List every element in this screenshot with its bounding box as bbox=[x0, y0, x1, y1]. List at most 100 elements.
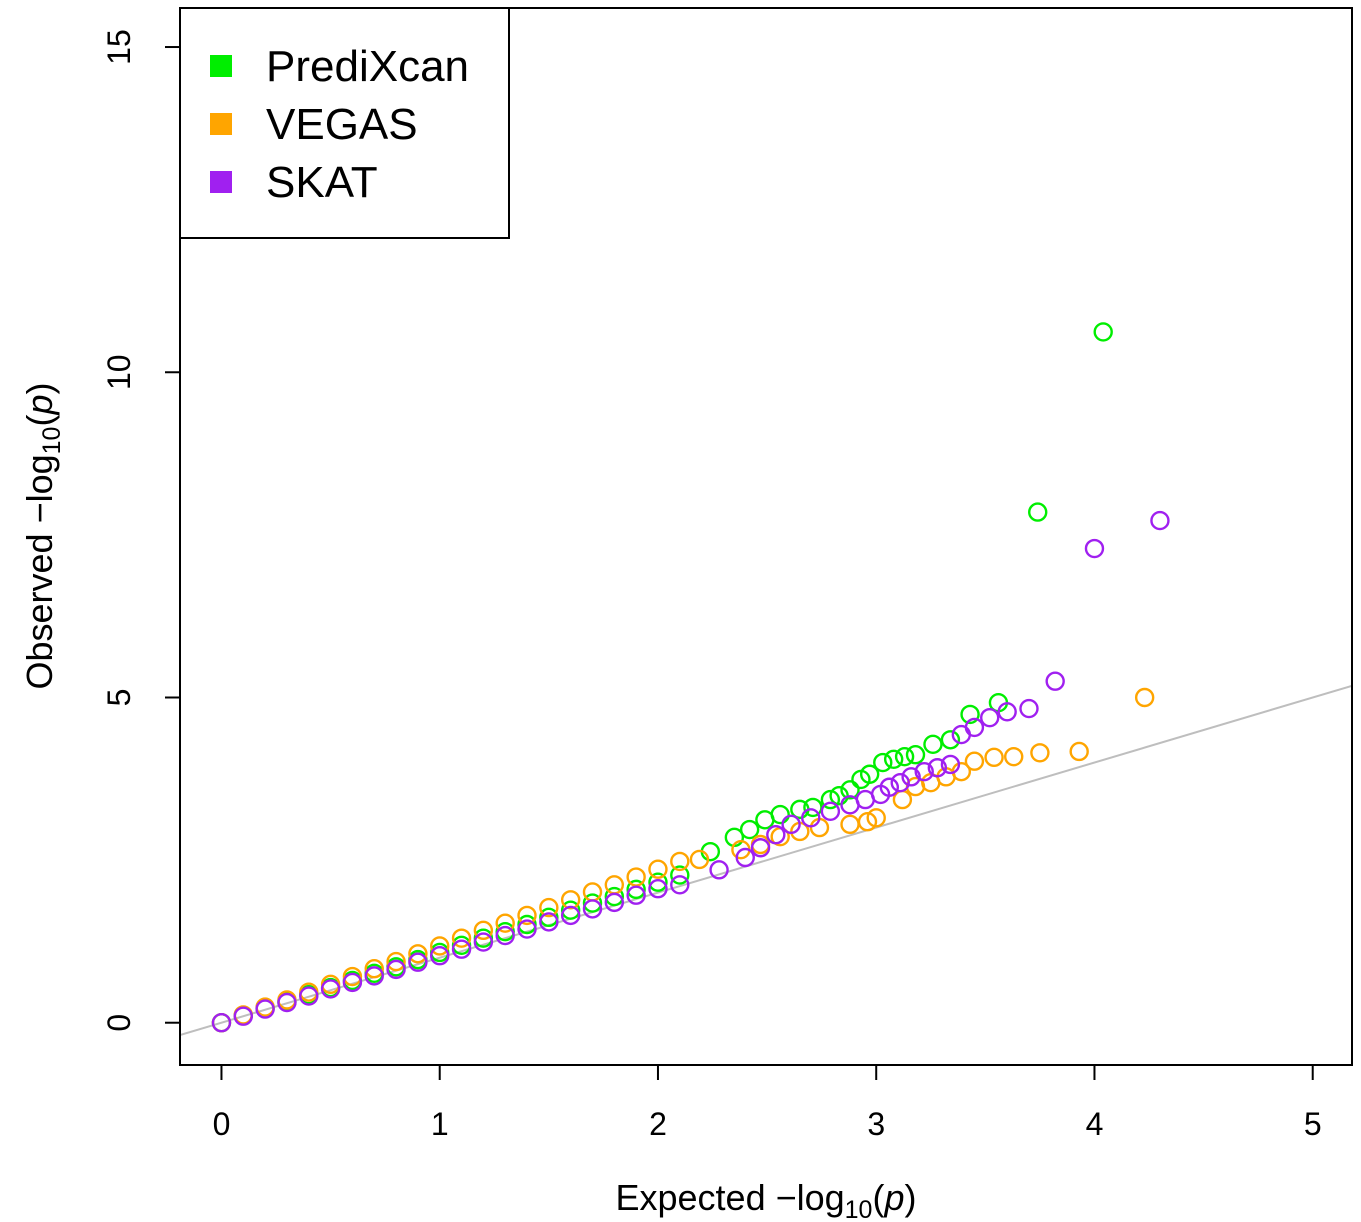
point bbox=[604, 886, 625, 907]
point bbox=[840, 780, 860, 800]
point bbox=[735, 847, 755, 868]
point bbox=[1069, 741, 1089, 762]
x-axis-label: Expected −log10(p) bbox=[615, 1177, 916, 1222]
point bbox=[408, 944, 428, 964]
x-label-part: p bbox=[883, 1177, 904, 1218]
y-tick-label: 10 bbox=[101, 354, 137, 390]
point bbox=[803, 797, 823, 818]
point bbox=[1030, 743, 1050, 763]
reference-line bbox=[180, 684, 1352, 1037]
point bbox=[626, 885, 646, 905]
point bbox=[255, 999, 275, 1019]
point bbox=[1028, 502, 1048, 522]
point bbox=[670, 875, 690, 895]
point bbox=[894, 746, 915, 767]
point bbox=[386, 959, 406, 980]
point bbox=[342, 972, 363, 993]
point bbox=[430, 936, 450, 956]
point bbox=[820, 801, 841, 822]
point bbox=[211, 1013, 232, 1033]
point bbox=[648, 859, 668, 879]
y-tick-label: 5 bbox=[101, 689, 137, 707]
series-points bbox=[211, 322, 1113, 1033]
point bbox=[1134, 687, 1155, 708]
point bbox=[342, 966, 363, 987]
y-label-sub: 10 bbox=[38, 427, 66, 455]
y-axis-label: Observed −log10(p) bbox=[19, 383, 66, 690]
y-label-part: ) bbox=[19, 383, 60, 395]
x-tick-label: 0 bbox=[213, 1106, 231, 1142]
point bbox=[560, 905, 581, 926]
point bbox=[883, 749, 904, 769]
plot-frame bbox=[179, 7, 1353, 1066]
point bbox=[940, 730, 961, 750]
x-tick-label: 3 bbox=[867, 1106, 885, 1142]
point bbox=[964, 717, 985, 738]
point bbox=[1019, 698, 1039, 719]
x-label-sub: 10 bbox=[845, 1196, 873, 1222]
x-label-part: ) bbox=[905, 1177, 917, 1218]
x-label-part: Expected −log bbox=[615, 1177, 844, 1218]
legend-box bbox=[179, 7, 510, 239]
y-label-part: p bbox=[19, 395, 60, 416]
x-label-part: ( bbox=[872, 1177, 884, 1218]
legend-swatch bbox=[210, 171, 232, 193]
point bbox=[739, 819, 760, 840]
point bbox=[997, 702, 1017, 722]
x-tick-label: 5 bbox=[1304, 1106, 1322, 1142]
legend-swatch bbox=[210, 55, 232, 77]
point bbox=[709, 860, 729, 880]
point bbox=[901, 767, 921, 787]
point bbox=[879, 777, 900, 797]
point bbox=[233, 1006, 253, 1026]
point bbox=[539, 912, 559, 932]
point bbox=[670, 851, 690, 872]
point bbox=[582, 882, 603, 902]
point bbox=[905, 745, 926, 765]
point bbox=[873, 752, 893, 773]
point bbox=[980, 707, 1000, 728]
point bbox=[408, 952, 428, 972]
point bbox=[801, 808, 821, 828]
point bbox=[320, 979, 341, 999]
point bbox=[364, 959, 384, 979]
point bbox=[857, 812, 878, 832]
point bbox=[689, 849, 710, 870]
point bbox=[1084, 538, 1105, 559]
point bbox=[430, 946, 450, 966]
legend-label: VEGAS bbox=[266, 100, 418, 149]
point bbox=[1045, 671, 1065, 691]
legend-swatch bbox=[210, 113, 232, 135]
point bbox=[604, 875, 625, 895]
legend-label: PrediXcan bbox=[266, 42, 469, 91]
point bbox=[277, 992, 297, 1013]
point bbox=[866, 808, 886, 828]
y-label-part: ( bbox=[19, 415, 60, 427]
point bbox=[582, 893, 603, 913]
point bbox=[927, 758, 948, 778]
point bbox=[951, 724, 972, 745]
point bbox=[517, 919, 537, 939]
point bbox=[859, 764, 880, 784]
point bbox=[1093, 322, 1113, 342]
series-points bbox=[211, 687, 1155, 1033]
point bbox=[451, 939, 472, 959]
point bbox=[539, 897, 559, 918]
point bbox=[517, 905, 537, 926]
x-tick-label: 4 bbox=[1086, 1106, 1104, 1142]
point bbox=[451, 928, 472, 948]
series-points bbox=[211, 510, 1170, 1033]
reference-line-group bbox=[180, 684, 1352, 1037]
x-tick-label: 1 bbox=[431, 1106, 449, 1142]
point bbox=[626, 879, 646, 900]
x-tick-label: 2 bbox=[649, 1106, 667, 1142]
point bbox=[940, 754, 961, 775]
point bbox=[984, 747, 1004, 768]
point bbox=[890, 772, 910, 793]
y-tick-label: 15 bbox=[101, 29, 137, 65]
point bbox=[750, 838, 771, 858]
point bbox=[964, 751, 985, 771]
point bbox=[386, 951, 406, 972]
point bbox=[1150, 510, 1170, 531]
